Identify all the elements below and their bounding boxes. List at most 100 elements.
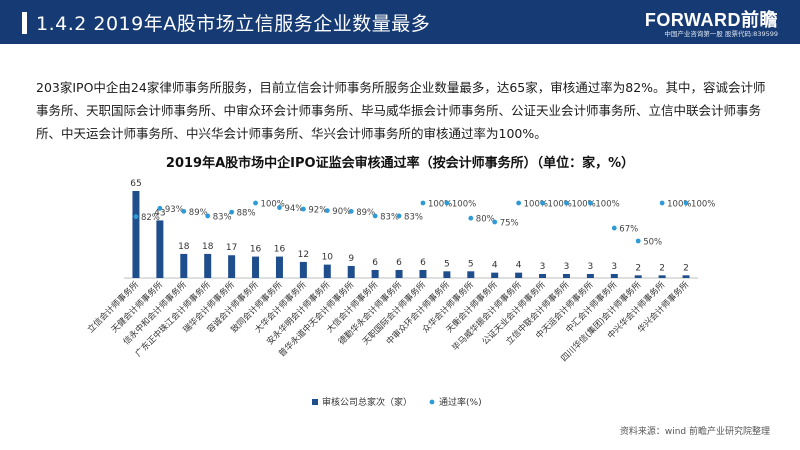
- bar: [275, 256, 283, 278]
- bar-value-label: 6: [372, 258, 378, 268]
- bar: [419, 269, 427, 278]
- bar: [539, 273, 547, 278]
- bar-value-label: 3: [540, 262, 546, 272]
- bar-value-label: 65: [130, 179, 141, 189]
- bar-value-label: 5: [468, 259, 474, 269]
- bar-value-label: 3: [611, 262, 617, 272]
- bar: [610, 273, 618, 278]
- rate-value-label: 100%: [428, 200, 452, 210]
- rate-point: [157, 205, 163, 211]
- rate-value-label: 100%: [595, 200, 619, 210]
- page-header: 1.4.2 2019年A股市场立信服务企业数量最多 FORWARD前瞻 中国产业…: [0, 0, 800, 44]
- bar: [467, 271, 475, 278]
- bar-value-label: 4: [516, 261, 522, 271]
- rate-point: [516, 200, 522, 206]
- rate-point: [587, 200, 593, 206]
- rate-point: [420, 200, 426, 206]
- rate-value-label: 100%: [571, 200, 595, 210]
- rate-point: [611, 225, 617, 231]
- chart-legend: 审核公司总家次（家） 通过率(%): [312, 396, 482, 408]
- bar: [371, 269, 379, 278]
- bar-value-label: 3: [588, 262, 594, 272]
- bar: [299, 261, 307, 278]
- rate-point: [492, 219, 498, 225]
- rate-value-label: 100%: [667, 200, 691, 210]
- bar: [228, 255, 236, 278]
- rate-value-label: 67%: [619, 225, 638, 235]
- bar-value-label: 18: [202, 242, 214, 252]
- legend-bar-label: 审核公司总家次（家）: [322, 396, 412, 408]
- bar-value-label: 6: [420, 258, 426, 268]
- bar-value-label: 16: [250, 245, 262, 255]
- rate-point: [205, 213, 211, 219]
- rate-value-label: 94%: [284, 204, 303, 214]
- rate-value-label: 100%: [261, 200, 285, 210]
- bar: [682, 275, 690, 278]
- chart-title: 2019年A股市场中企IPO证监会审核通过率（按会计师事务所）（单位：家，%）: [166, 155, 634, 171]
- rate-point: [133, 214, 139, 220]
- bar: [634, 275, 642, 278]
- bar-value-label: 10: [322, 253, 334, 263]
- bar-value-label: 12: [298, 250, 309, 260]
- rate-value-label: 100%: [691, 200, 715, 210]
- rate-value-label: 100%: [524, 200, 548, 210]
- rate-value-label: 89%: [189, 208, 208, 218]
- legend-bar-swatch: [312, 399, 318, 405]
- rate-point: [300, 206, 306, 212]
- rate-value-label: 83%: [404, 212, 423, 222]
- rate-point: [540, 200, 545, 206]
- rate-point: [324, 208, 330, 213]
- x-axis-labels: 立信会计师事务所天健会计师事务所信永中和会计师事务所广东正中珠江会计师事务所瑞华…: [85, 279, 691, 364]
- rate-value-label: 100%: [548, 200, 572, 210]
- rate-value-label: 100%: [452, 200, 476, 210]
- rate-point: [253, 200, 258, 206]
- rate-point: [444, 200, 450, 206]
- bar-value-label: 43: [154, 208, 165, 218]
- legend-rate-label: 通过率(%): [439, 396, 482, 408]
- logo-slogan: 中国产业咨询第一股 股票代码:839599: [664, 30, 778, 38]
- bar-value-label: 5: [444, 259, 450, 269]
- bar-value-label: 18: [178, 242, 190, 252]
- rate-value-label: 83%: [380, 212, 399, 222]
- bar: [586, 273, 594, 278]
- bar-value-label: 9: [348, 254, 354, 264]
- source-note: 资料来源：wind 前瞻产业研究院整理: [619, 427, 770, 437]
- rate-value-label: 89%: [356, 208, 375, 218]
- bar-value-label: 3: [564, 262, 570, 272]
- rate-value-label: 82%: [141, 213, 160, 223]
- bar: [515, 272, 523, 278]
- bar-value-label: 2: [683, 263, 689, 273]
- bar: [180, 253, 188, 278]
- bar: [395, 269, 403, 278]
- bar: [491, 272, 499, 278]
- rate-value-label: 88%: [237, 209, 256, 219]
- rate-point: [181, 208, 187, 214]
- intro-paragraph: 203家IPO中企由24家律师事务所服务，目前立信会计师事务所服务企业数量最多，…: [36, 76, 772, 145]
- rate-point: [277, 205, 282, 210]
- bar: [323, 264, 331, 278]
- rate-point: [229, 209, 235, 215]
- bar-value-label: 17: [226, 243, 237, 253]
- bar: [156, 220, 164, 278]
- title-accent-bar: [22, 12, 27, 34]
- bar-value-label: 2: [659, 263, 665, 273]
- bar-value-label: 4: [492, 261, 498, 271]
- rate-value-label: 80%: [476, 215, 495, 225]
- rate-value-label: 93%: [165, 205, 184, 215]
- rate-point: [396, 213, 402, 219]
- bar: [658, 275, 666, 278]
- rate-point: [659, 200, 665, 206]
- rate-value-label: 83%: [213, 212, 232, 222]
- bar-value-label: 6: [396, 258, 402, 268]
- rate-point: [683, 200, 689, 206]
- legend-rate-swatch: [429, 399, 435, 405]
- bar: [204, 253, 212, 278]
- rate-value-label: 90%: [332, 207, 351, 217]
- rate-value-label: 50%: [643, 238, 662, 248]
- bar-value-label: 16: [274, 245, 286, 255]
- rate-value-label: 92%: [308, 206, 327, 216]
- rate-point: [635, 238, 641, 244]
- bar: [132, 191, 140, 278]
- approval-rate-chart: 2019年A股市场中企IPO证监会审核通过率（按会计师事务所）（单位：家，%） …: [85, 155, 715, 408]
